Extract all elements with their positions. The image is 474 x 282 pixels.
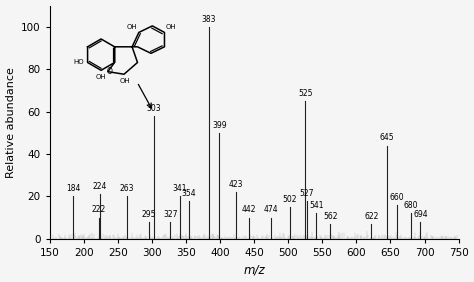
Text: 527: 527 [300,188,314,197]
Text: 222: 222 [91,206,106,215]
Text: 224: 224 [93,182,108,191]
Text: 562: 562 [323,212,338,221]
Text: 263: 263 [119,184,134,193]
Text: 327: 327 [163,210,178,219]
Text: 295: 295 [141,210,156,219]
Text: 354: 354 [182,188,196,197]
Text: 660: 660 [390,193,405,202]
Text: 184: 184 [66,184,80,193]
Text: 303: 303 [146,104,161,113]
Text: 423: 423 [228,180,243,189]
Text: 645: 645 [380,133,394,142]
Text: 622: 622 [364,212,379,221]
Text: 502: 502 [283,195,297,204]
Text: 442: 442 [241,206,256,215]
Text: 694: 694 [413,210,428,219]
Text: 399: 399 [212,121,227,130]
Text: 383: 383 [201,15,216,24]
Text: 474: 474 [263,206,278,215]
Text: 525: 525 [298,89,312,98]
X-axis label: m/z: m/z [243,263,265,276]
Text: 680: 680 [404,201,418,210]
Text: 341: 341 [173,184,187,193]
Text: 541: 541 [309,201,323,210]
Y-axis label: Relative abundance: Relative abundance [6,67,16,178]
